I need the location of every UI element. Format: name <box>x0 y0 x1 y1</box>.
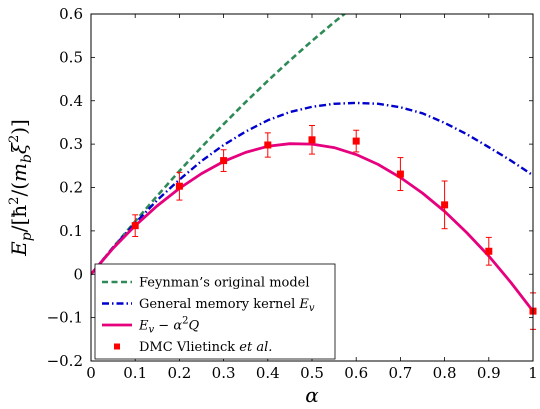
marker-square <box>308 136 316 144</box>
y-tick-label: 0.4 <box>59 92 83 110</box>
marker-square <box>396 170 404 178</box>
legend: Feynman’s original model General memory k… <box>94 263 336 360</box>
data-point <box>220 149 228 172</box>
marker-square <box>264 141 272 149</box>
legend-box <box>94 263 336 360</box>
x-tick-label: 0.8 <box>433 364 457 382</box>
y-tick-label: 0.6 <box>59 5 83 23</box>
y-tick-label: 0 <box>73 265 83 283</box>
data-point <box>308 124 316 155</box>
data-point <box>175 171 183 201</box>
legend-marker <box>114 343 120 350</box>
x-tick-label: 1 <box>528 364 538 382</box>
data-point <box>352 129 360 153</box>
x-axis-label: α <box>305 383 319 407</box>
legend-label: Ev − α2Q <box>138 316 199 336</box>
y-tick-label: 0.5 <box>59 48 83 66</box>
y-axis-label: Ep/[ħ2/(mbξ2)] <box>7 119 35 257</box>
legend-entry-3: DMC Vlietinck et al. <box>114 340 272 355</box>
series-line-0 <box>91 14 347 276</box>
data-point <box>264 132 272 158</box>
marker-square <box>352 137 360 145</box>
x-tick-label: 0.3 <box>212 364 236 382</box>
x-tick-label: 0 <box>86 364 96 382</box>
marker-square <box>485 247 493 255</box>
legend-label: Feynman’s original model <box>139 276 310 291</box>
x-tick-label: 0.5 <box>300 364 324 382</box>
x-tick-label: 0.7 <box>388 364 412 382</box>
data-point <box>441 180 449 230</box>
legend-label: General memory kernel Ev <box>139 297 315 314</box>
data-point <box>485 236 493 266</box>
legend-entry-0: Feynman’s original model <box>102 276 310 291</box>
x-tick-label: 0.9 <box>477 364 501 382</box>
y-tick-label: 0.3 <box>59 135 83 153</box>
data-point <box>396 157 404 192</box>
tick-labels: 0 0.1 0.2 0.3 0.4 0.5 0.6 0.7 0.8 0.9 1 −0.2 −0.1 0 0.… <box>47 5 538 382</box>
legend-label: DMC Vlietinck et al. <box>139 340 272 355</box>
y-tick-label: −0.2 <box>47 352 83 370</box>
marker-square <box>175 182 183 190</box>
svg-text:Ep/[ħ2/(mbξ2)]: Ep/[ħ2/(mbξ2)] <box>7 119 35 257</box>
x-tick-label: 0.4 <box>256 364 280 382</box>
legend-entry-2: Ev − α2Q <box>102 316 199 336</box>
marker-square <box>131 222 139 230</box>
data-point <box>131 214 139 238</box>
x-tick-label: 0.1 <box>123 364 147 382</box>
y-tick-label: 0.2 <box>59 179 83 197</box>
x-tick-label: 0.6 <box>344 364 368 382</box>
x-tick-label: 0.2 <box>167 364 191 382</box>
marker-square <box>441 201 449 209</box>
legend-entry-1: General memory kernel Ev <box>102 297 315 314</box>
plot-markers <box>131 124 537 330</box>
marker-square <box>220 157 228 165</box>
series-line-1 <box>91 101 533 276</box>
y-tick-label: −0.1 <box>47 309 83 327</box>
y-tick-label: 0.1 <box>59 222 83 240</box>
